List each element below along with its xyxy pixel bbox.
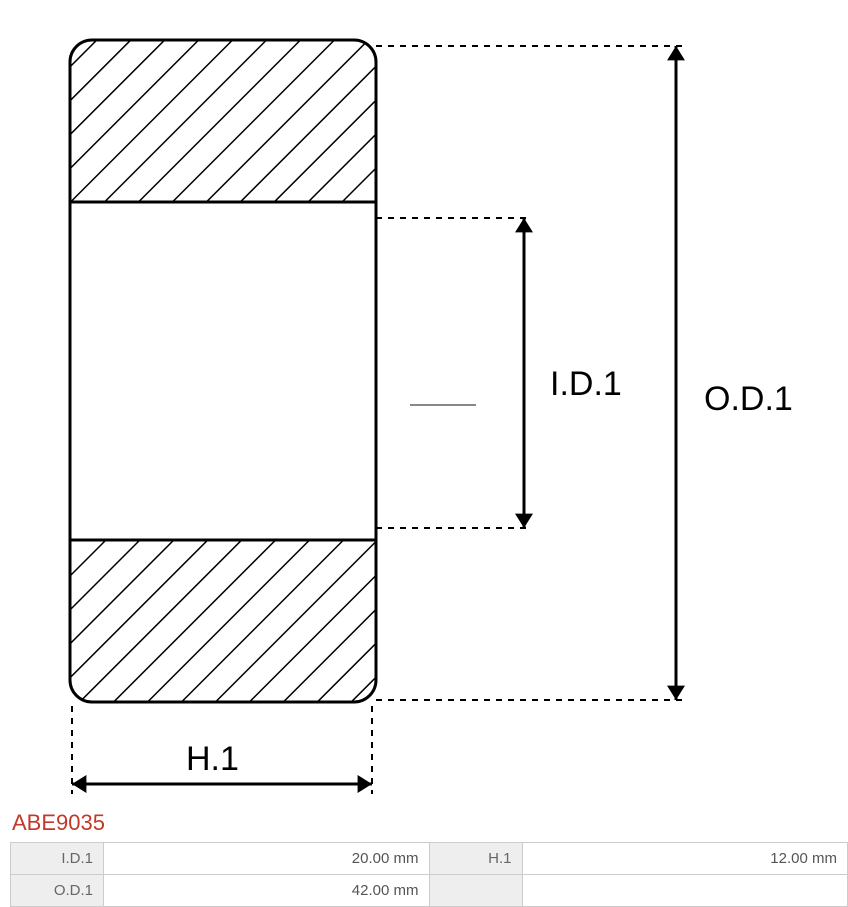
spec-value: 42.00 mm [104,875,430,907]
spec-label: I.D.1 [11,843,104,875]
svg-text:I.D.1: I.D.1 [550,365,622,403]
svg-text:O.D.1: O.D.1 [704,380,793,418]
spec-value: 12.00 mm [522,843,848,875]
diagram-svg: O.D.1 I.D.1 H.1 [0,0,848,810]
spec-value: 20.00 mm [104,843,430,875]
spec-label [429,875,522,907]
spec-label: H.1 [429,843,522,875]
spec-table: I.D.1 20.00 mm H.1 12.00 mm O.D.1 42.00 … [10,842,848,907]
part-number-title: ABE9035 [0,810,848,842]
spec-label: O.D.1 [11,875,104,907]
table-row: I.D.1 20.00 mm H.1 12.00 mm [11,843,848,875]
bearing-section-diagram: O.D.1 I.D.1 H.1 [0,0,848,810]
page: O.D.1I.D.1H.1 ABE9035 I.D.1 20.00 mm H.1… [0,0,848,907]
table-row: O.D.1 42.00 mm [11,875,848,907]
svg-text:H.1: H.1 [186,740,239,778]
spec-value [522,875,848,907]
